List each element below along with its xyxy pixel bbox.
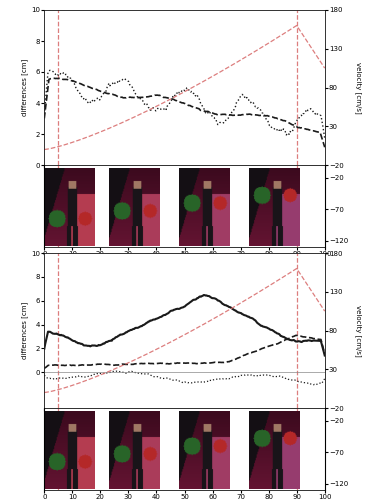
Y-axis label: velocity [cm/s]: velocity [cm/s]: [355, 304, 362, 356]
Y-axis label: differences [cm]: differences [cm]: [21, 59, 28, 116]
X-axis label: time [%]: time [%]: [169, 258, 200, 266]
Y-axis label: differences [cm]: differences [cm]: [21, 302, 28, 359]
Y-axis label: velocity [cm/s]: velocity [cm/s]: [355, 62, 362, 114]
